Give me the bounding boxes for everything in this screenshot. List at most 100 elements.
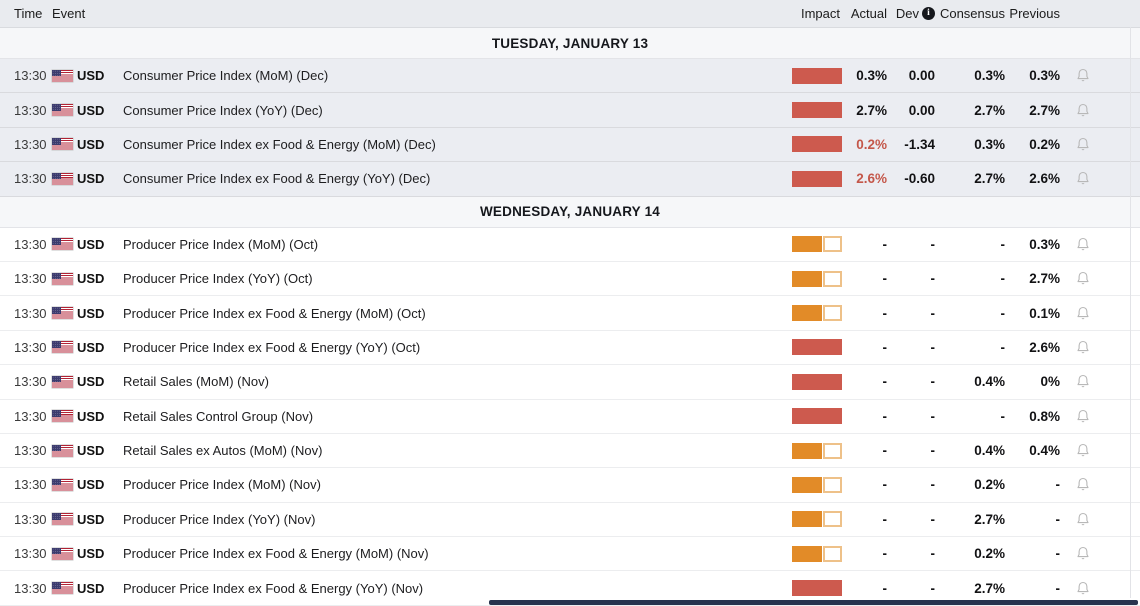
- deviation-value: -: [930, 408, 936, 424]
- event-row[interactable]: 13:30 USD Producer Price Index ex Food &…: [0, 296, 1140, 331]
- actual-value: -: [882, 236, 888, 252]
- flag-canton: [52, 375, 61, 383]
- event-row[interactable]: 13:30 USD Retail Sales Control Group (No…: [0, 399, 1140, 434]
- impact-indicator: [792, 580, 842, 597]
- event-row[interactable]: 13:30 USD Consumer Price Index ex Food &…: [0, 162, 1140, 197]
- alert-bell-button[interactable]: [1060, 305, 1106, 322]
- event-name[interactable]: Producer Price Index (YoY) (Nov): [123, 511, 316, 527]
- impact-empty-segment: [823, 270, 842, 287]
- event-row[interactable]: 13:30 USD Producer Price Index (YoY) (No…: [0, 502, 1140, 538]
- event-name[interactable]: Consumer Price Index ex Food & Energy (M…: [123, 136, 436, 152]
- alert-bell-button[interactable]: [1060, 67, 1106, 84]
- event-name[interactable]: Producer Price Index ex Food & Energy (M…: [123, 546, 429, 562]
- impact-indicator: [792, 136, 842, 153]
- impact-empty-segment: [823, 305, 842, 322]
- date-separator-row: TUESDAY, JANUARY 13: [0, 28, 1140, 59]
- alert-bell-button[interactable]: [1060, 408, 1106, 425]
- event-name[interactable]: Consumer Price Index (YoY) (Dec): [123, 102, 323, 118]
- us-flag-icon: [52, 272, 73, 285]
- impact-filled-segment: [792, 442, 822, 459]
- alert-bell-button[interactable]: [1060, 136, 1106, 153]
- event-row[interactable]: 13:30 USD Consumer Price Index (YoY) (De…: [0, 93, 1140, 128]
- event-row[interactable]: 13:30 USD Retail Sales ex Autos (MoM) (N…: [0, 433, 1140, 469]
- event-name[interactable]: Producer Price Index ex Food & Energy (Y…: [123, 339, 421, 355]
- currency-code: USD: [77, 271, 105, 287]
- consensus-value: 0.4%: [974, 374, 1005, 390]
- event-row[interactable]: 13:30 USD Producer Price Index ex Food &…: [0, 537, 1140, 572]
- actual-value: -: [882, 374, 888, 390]
- flag-canton: [52, 478, 61, 486]
- us-flag-icon: [52, 341, 73, 354]
- consensus-value: 2.7%: [974, 580, 1005, 596]
- bell-icon: [1077, 137, 1089, 151]
- deviation-value: -: [930, 339, 936, 355]
- bell-icon: [1077, 237, 1089, 250]
- alert-bell-button[interactable]: [1060, 236, 1106, 253]
- currency-code: USD: [77, 374, 105, 390]
- alert-bell-button[interactable]: [1060, 442, 1106, 459]
- event-time: 13:30: [14, 408, 47, 424]
- event-time: 13:30: [14, 271, 47, 287]
- deviation-value: -: [930, 236, 936, 252]
- us-flag-icon: [52, 582, 73, 595]
- alert-bell-button[interactable]: [1060, 580, 1106, 597]
- event-name[interactable]: Retail Sales (MoM) (Nov): [123, 374, 269, 390]
- flag-canton: [52, 513, 61, 520]
- currency-code: USD: [77, 102, 105, 118]
- alert-bell-button[interactable]: [1060, 170, 1106, 187]
- consensus-value: 0.3%: [974, 136, 1005, 152]
- consensus-value: -: [1000, 305, 1006, 321]
- event-row[interactable]: 13:30 USD Consumer Price Index (MoM) (De…: [0, 59, 1140, 94]
- event-time: 13:30: [14, 102, 47, 118]
- consensus-value: 2.7%: [974, 171, 1005, 187]
- alert-bell-button[interactable]: [1060, 102, 1106, 119]
- actual-value: -: [882, 580, 888, 596]
- deviation-value: -: [930, 511, 936, 527]
- event-name[interactable]: Retail Sales Control Group (Nov): [123, 408, 314, 424]
- event-row[interactable]: 13:30 USD Producer Price Index (MoM) (No…: [0, 468, 1140, 503]
- event-name[interactable]: Retail Sales ex Autos (MoM) (Nov): [123, 443, 323, 459]
- alert-bell-button[interactable]: [1060, 373, 1106, 390]
- impact-indicator: [792, 408, 842, 425]
- previous-value: -: [1055, 477, 1061, 493]
- us-flag-icon: [52, 513, 73, 526]
- consensus-value: -: [1000, 236, 1006, 252]
- event-row[interactable]: 13:30 USD Retail Sales (MoM) (Nov) - - 0…: [0, 365, 1140, 400]
- us-flag-icon: [52, 444, 73, 457]
- horizontal-scrollbar[interactable]: [489, 599, 1138, 605]
- event-row[interactable]: 13:30 USD Consumer Price Index ex Food &…: [0, 127, 1140, 163]
- impact-indicator: [792, 373, 842, 390]
- flag-canton: [52, 547, 61, 555]
- alert-bell-button[interactable]: [1060, 339, 1106, 356]
- event-name[interactable]: Producer Price Index ex Food & Energy (Y…: [123, 580, 424, 596]
- column-header-actual: Actual: [850, 6, 887, 21]
- event-row[interactable]: 13:30 USD Producer Price Index ex Food &…: [0, 330, 1140, 366]
- date-separator-row: WEDNESDAY, JANUARY 14: [0, 196, 1140, 228]
- event-time: 13:30: [14, 171, 47, 187]
- event-name[interactable]: Producer Price Index ex Food & Energy (M…: [123, 305, 426, 321]
- us-flag-icon: [52, 410, 73, 423]
- event-time: 13:30: [14, 305, 47, 321]
- previous-value: -: [1055, 546, 1061, 562]
- consensus-value: -: [1000, 271, 1006, 287]
- event-name[interactable]: Consumer Price Index ex Food & Energy (Y…: [123, 171, 431, 187]
- consensus-value: -: [1000, 408, 1006, 424]
- deviation-value: -: [930, 305, 936, 321]
- event-name[interactable]: Consumer Price Index (MoM) (Dec): [123, 68, 329, 84]
- event-row[interactable]: 13:30 USD Producer Price Index (YoY) (Oc…: [0, 261, 1140, 297]
- alert-bell-button[interactable]: [1060, 511, 1106, 528]
- alert-bell-button[interactable]: [1060, 476, 1106, 493]
- currency-code: USD: [77, 408, 105, 424]
- alert-bell-button[interactable]: [1060, 270, 1106, 287]
- flag-canton: [52, 238, 61, 245]
- alert-bell-button[interactable]: [1060, 545, 1106, 562]
- flag-canton: [52, 104, 61, 111]
- event-name[interactable]: Producer Price Index (YoY) (Oct): [123, 271, 313, 287]
- column-header-consensus: Consensus: [939, 6, 1005, 21]
- event-row[interactable]: 13:30 USD Producer Price Index (MoM) (Oc…: [0, 227, 1140, 262]
- impact-indicator: [792, 270, 842, 287]
- impact-filled-segment: [792, 511, 822, 528]
- dev-info-icon[interactable]: i: [922, 7, 935, 20]
- event-name[interactable]: Producer Price Index (MoM) (Nov): [123, 477, 321, 493]
- event-name[interactable]: Producer Price Index (MoM) (Oct): [123, 236, 319, 252]
